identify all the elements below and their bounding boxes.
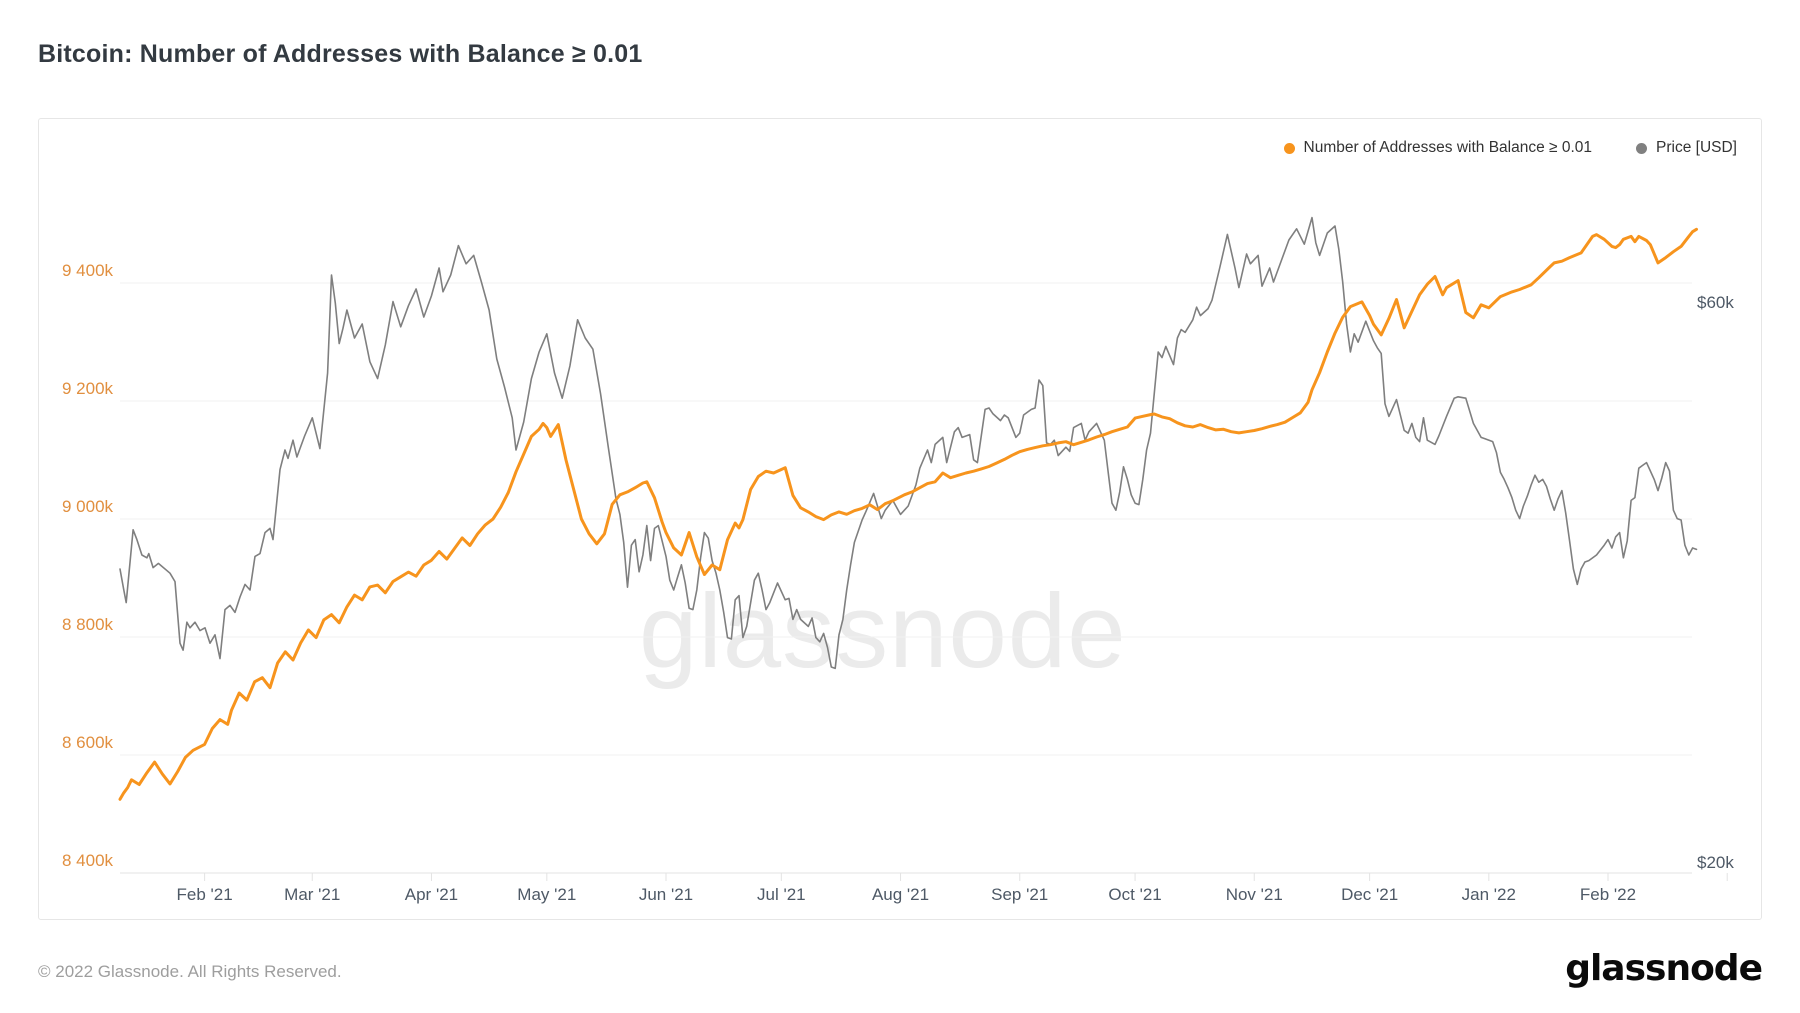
copyright-text: © 2022 Glassnode. All Rights Reserved. <box>38 962 342 981</box>
page-title: Bitcoin: Number of Addresses with Balanc… <box>38 40 643 68</box>
price-series-dot-icon <box>1636 142 1648 154</box>
chart-legend: Number of Addresses with Balance ≥ 0.01 … <box>1283 139 1737 157</box>
glassnode-logo: glassnode <box>1565 948 1763 989</box>
chart-card: glassnode Number of Addresses with Balan… <box>38 118 1762 920</box>
glassnode-watermark: glassnode <box>639 573 1127 690</box>
legend-label-addresses: Number of Addresses with Balance ≥ 0.01 <box>1303 139 1593 156</box>
legend-label-price: Price [USD] <box>1656 139 1737 156</box>
legend-item-addresses[interactable]: Number of Addresses with Balance ≥ 0.01 <box>1283 139 1593 157</box>
legend-item-price[interactable]: Price [USD] <box>1636 139 1737 157</box>
addresses-series-dot-icon <box>1283 142 1295 154</box>
